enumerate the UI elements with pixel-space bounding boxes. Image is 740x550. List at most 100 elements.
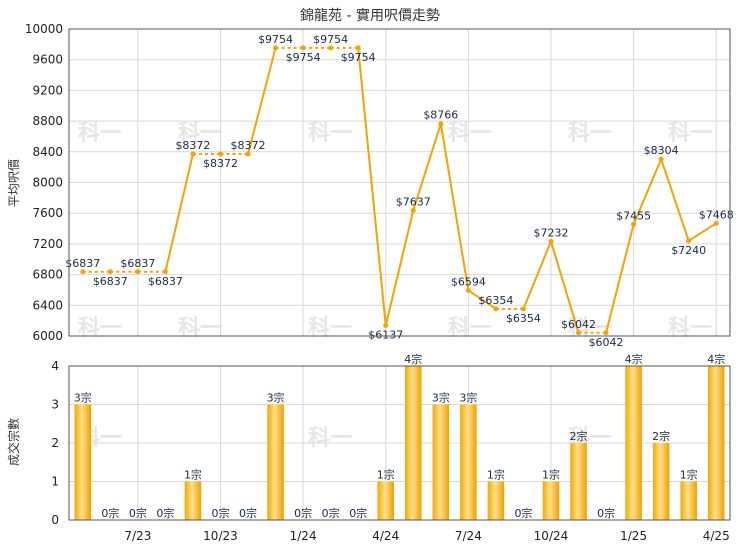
volume-bar	[74, 404, 92, 520]
volume-bar-label: 0宗	[514, 506, 532, 520]
price-point-label: $6837	[65, 257, 100, 270]
price-ticks: 6000 6400 6800 7200 7600 8000 8400 8800 9200 9600…	[25, 22, 63, 343]
volume-bar-label: 2宗	[652, 429, 670, 443]
price-point-label: $6137	[368, 328, 403, 341]
price-point	[548, 238, 554, 244]
x-tick-label: 1/24	[290, 529, 317, 543]
price-line-segment	[412, 123, 442, 211]
volume-bar-label: 1宗	[680, 468, 698, 482]
price-line-segment	[688, 222, 717, 242]
volume-bar-label: 0宗	[156, 506, 174, 520]
price-point-label: $7232	[533, 226, 568, 239]
price-point-label: $8372	[231, 139, 266, 152]
price-point-label: $8372	[175, 139, 210, 152]
volume-bar-label: 0宗	[211, 506, 229, 520]
price-point	[217, 151, 223, 157]
watermark-text: 科一	[178, 316, 222, 341]
price-point-label: $6594	[451, 275, 486, 288]
x-tick-label: 10/23	[203, 529, 238, 543]
volume-bar	[542, 481, 560, 520]
price-point-label: $6042	[589, 336, 624, 349]
price-point	[576, 330, 582, 336]
price-line-segment	[439, 123, 470, 291]
watermark-text: 科一	[178, 121, 222, 146]
watermark-text: 科一	[78, 316, 122, 341]
price-point-label: $6354	[506, 312, 541, 325]
price-point	[438, 121, 444, 127]
volume-bar	[680, 481, 697, 520]
volume-bar	[570, 443, 587, 520]
volume-bar	[267, 404, 284, 520]
price-point	[603, 330, 609, 336]
x-tick-label: 7/23	[124, 529, 151, 543]
price-point	[520, 306, 526, 312]
price-point	[328, 45, 334, 51]
volume-bar	[652, 443, 670, 520]
volume-bar	[487, 481, 505, 520]
volume-bar-label: 1宗	[377, 468, 395, 482]
price-point	[355, 45, 361, 51]
x-tick-label: 4/25	[703, 529, 730, 543]
volume-plot-frame	[68, 365, 731, 521]
volume-bar-label: 0宗	[101, 506, 119, 520]
volume-bar	[460, 404, 477, 520]
price-tick-label: 7200	[32, 237, 63, 251]
volume-bar-label: 4宗	[404, 352, 422, 366]
volume-bar	[377, 481, 394, 520]
price-point	[135, 269, 141, 275]
volume-bar-label: 4宗	[625, 352, 643, 366]
price-point-label: $7468	[699, 208, 734, 221]
volume-bar	[184, 481, 202, 520]
volume-bar-label: 0宗	[239, 506, 257, 520]
price-point	[631, 221, 637, 227]
price-point-label: $9754	[341, 51, 376, 64]
price-line-segment	[247, 47, 277, 155]
price-point-label: $6042	[561, 318, 596, 331]
price-line-segment	[660, 158, 690, 242]
watermark-text: 科一	[448, 121, 492, 146]
watermark-text: 科一	[668, 121, 712, 146]
price-grid	[69, 28, 730, 337]
price-point-label: $8766	[423, 109, 458, 122]
volume-bar-label: 4宗	[707, 352, 725, 366]
price-point-label: $9754	[258, 33, 293, 46]
price-line-segment	[632, 158, 663, 225]
volume-bar-label: 0宗	[322, 506, 340, 520]
volume-bar-label: 3宗	[267, 391, 285, 405]
price-line-segment	[605, 224, 635, 334]
price-line-segment	[550, 241, 580, 334]
price-tick-label: 7600	[32, 206, 63, 220]
price-line-segment	[164, 153, 194, 272]
volume-bar-label: 1宗	[184, 468, 202, 482]
watermark-text: 科一	[448, 316, 492, 341]
price-line-segment	[467, 289, 497, 310]
price-point	[383, 322, 389, 328]
price-tick-label: 8400	[32, 145, 63, 159]
watermark-text: 科一	[308, 316, 352, 341]
price-point-label: $8372	[203, 157, 238, 170]
x-tick-label: 4/24	[372, 529, 399, 543]
volume-axis-label: 成交宗數	[6, 418, 21, 466]
plot-frames	[68, 28, 731, 521]
price-tick-label: 6000	[32, 329, 63, 343]
chart-title: 錦龍苑 - 實用呎價走勢	[300, 7, 440, 24]
volume-bars	[74, 366, 725, 520]
volume-tick-label: 3	[51, 398, 59, 412]
x-tick-label: 7/24	[455, 529, 482, 543]
watermark-text: 科一	[308, 121, 352, 146]
price-point	[80, 269, 86, 275]
price-point	[245, 151, 251, 157]
volume-bar-label: 0宗	[294, 506, 312, 520]
volume-bar-label: 3宗	[74, 391, 92, 405]
volume-tick-label: 4	[51, 359, 59, 373]
price-point-label: $6837	[148, 275, 183, 288]
price-tick-label: 8800	[32, 114, 63, 128]
watermark-text: 科一	[568, 121, 612, 146]
price-point	[465, 287, 471, 293]
price-point-label: $6837	[120, 257, 155, 270]
x-tick-label: 1/25	[620, 529, 647, 543]
price-point-label: $9754	[313, 33, 348, 46]
